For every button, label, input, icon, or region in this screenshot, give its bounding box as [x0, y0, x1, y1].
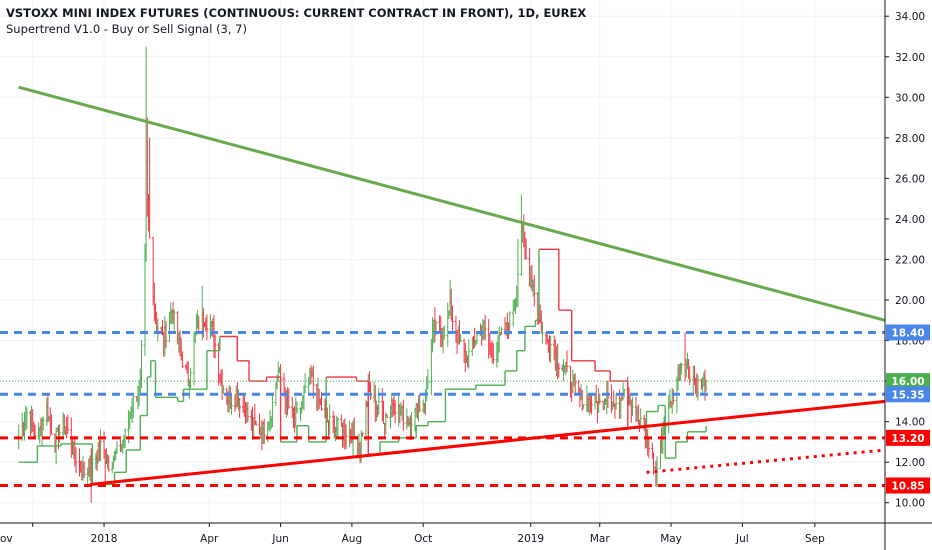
y-tick-label: 26.00: [895, 173, 925, 185]
price-label-text: 15.35: [891, 389, 924, 401]
x-tick-label: May: [660, 533, 682, 545]
x-tick-label: 2019: [517, 533, 544, 545]
price-label-box: [886, 429, 930, 446]
x-tick-label: Aug: [342, 533, 363, 545]
y-tick-label: 24.00: [895, 214, 925, 226]
x-tick-label: Apr: [200, 533, 219, 545]
chart-title: VSTOXX MINI INDEX FUTURES (CONTINUOUS: C…: [6, 6, 587, 20]
resistance-trendline: [18, 85, 886, 322]
y-tick-label: 14.00: [895, 417, 925, 429]
price-label-text: 18.40: [891, 327, 924, 339]
x-tick-label: Jun: [271, 533, 288, 545]
y-tick-label: 22.00: [895, 254, 925, 266]
price-label-text: 10.85: [891, 480, 924, 492]
y-tick-label: 20.00: [895, 295, 925, 307]
price-label-box: [886, 373, 930, 390]
price-label-box: [886, 386, 930, 403]
x-tick-label: Jul: [735, 533, 749, 545]
drawn-lines: [0, 85, 886, 487]
x-tick-label: Mar: [590, 533, 610, 545]
y-tick-label: 30.00: [895, 92, 925, 104]
y-tick-label: 32.00: [895, 52, 925, 64]
y-tick-label: 12.00: [895, 457, 925, 469]
price-label-box: [886, 324, 930, 341]
support-trendline: [89, 399, 886, 486]
price-label-text: 13.20: [891, 433, 924, 445]
x-tick-label: Sep: [805, 533, 825, 545]
y-tick-label: 28.00: [895, 133, 925, 145]
x-tick-label: 2018: [91, 533, 118, 545]
y-tick-label: 10.00: [895, 498, 925, 510]
y-tick-label: 34.00: [895, 11, 925, 23]
indicator-label[interactable]: Supertrend V1.0 - Buy or Sell Signal (3,…: [6, 22, 247, 36]
x-tick-label: Oct: [414, 533, 432, 545]
price-label-box: [886, 477, 930, 494]
price-label-text: 16.00: [891, 376, 924, 388]
chart-grid: [0, 0, 885, 523]
support-dotted-trendline: [646, 448, 886, 474]
supertrend-line: [18, 248, 707, 486]
x-tick-label: ov: [0, 533, 13, 545]
